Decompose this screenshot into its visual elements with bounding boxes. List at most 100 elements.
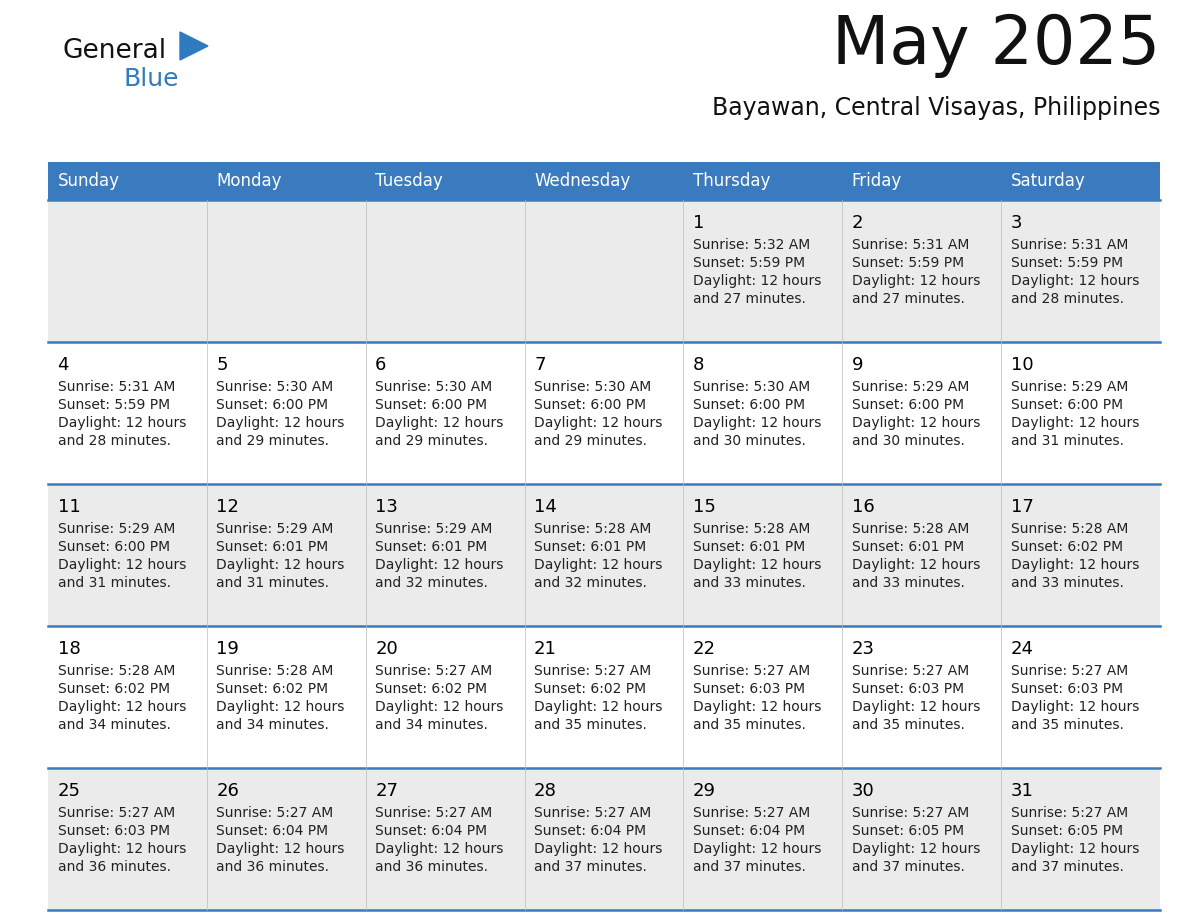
Text: Daylight: 12 hours: Daylight: 12 hours bbox=[375, 558, 504, 572]
Text: and 31 minutes.: and 31 minutes. bbox=[57, 576, 171, 590]
Text: 12: 12 bbox=[216, 498, 239, 516]
Bar bbox=[48, 162, 1159, 200]
Text: Sunrise: 5:27 AM: Sunrise: 5:27 AM bbox=[375, 806, 493, 820]
Text: Daylight: 12 hours: Daylight: 12 hours bbox=[1011, 274, 1139, 288]
Text: and 29 minutes.: and 29 minutes. bbox=[375, 434, 488, 448]
Text: Sunset: 6:00 PM: Sunset: 6:00 PM bbox=[535, 398, 646, 412]
Text: Daylight: 12 hours: Daylight: 12 hours bbox=[852, 558, 980, 572]
Text: Daylight: 12 hours: Daylight: 12 hours bbox=[693, 700, 821, 714]
Text: and 32 minutes.: and 32 minutes. bbox=[535, 576, 647, 590]
Bar bbox=[48, 484, 1159, 626]
Text: 21: 21 bbox=[535, 640, 557, 658]
Text: Daylight: 12 hours: Daylight: 12 hours bbox=[1011, 558, 1139, 572]
Text: Sunrise: 5:27 AM: Sunrise: 5:27 AM bbox=[216, 806, 334, 820]
Text: Sunset: 6:01 PM: Sunset: 6:01 PM bbox=[535, 540, 646, 554]
Text: Daylight: 12 hours: Daylight: 12 hours bbox=[375, 700, 504, 714]
Text: 3: 3 bbox=[1011, 214, 1022, 232]
Text: Daylight: 12 hours: Daylight: 12 hours bbox=[693, 274, 821, 288]
Text: Sunrise: 5:29 AM: Sunrise: 5:29 AM bbox=[57, 522, 175, 536]
Text: and 34 minutes.: and 34 minutes. bbox=[216, 718, 329, 732]
Text: 7: 7 bbox=[535, 356, 545, 374]
Text: 28: 28 bbox=[535, 782, 557, 800]
Text: Sunset: 5:59 PM: Sunset: 5:59 PM bbox=[693, 256, 805, 270]
Text: and 28 minutes.: and 28 minutes. bbox=[57, 434, 171, 448]
Text: Sunset: 6:02 PM: Sunset: 6:02 PM bbox=[216, 682, 329, 696]
Text: 5: 5 bbox=[216, 356, 228, 374]
Text: Friday: Friday bbox=[852, 172, 902, 190]
Text: Sunrise: 5:27 AM: Sunrise: 5:27 AM bbox=[375, 664, 493, 678]
Text: Sunset: 6:05 PM: Sunset: 6:05 PM bbox=[852, 824, 963, 838]
Text: and 33 minutes.: and 33 minutes. bbox=[852, 576, 965, 590]
Text: Thursday: Thursday bbox=[693, 172, 770, 190]
Text: 13: 13 bbox=[375, 498, 398, 516]
Text: 29: 29 bbox=[693, 782, 716, 800]
Bar bbox=[48, 342, 1159, 484]
Text: Sunday: Sunday bbox=[57, 172, 120, 190]
Text: Daylight: 12 hours: Daylight: 12 hours bbox=[693, 842, 821, 856]
Text: Sunrise: 5:29 AM: Sunrise: 5:29 AM bbox=[375, 522, 493, 536]
Text: Sunrise: 5:30 AM: Sunrise: 5:30 AM bbox=[375, 380, 493, 394]
Text: Daylight: 12 hours: Daylight: 12 hours bbox=[57, 700, 185, 714]
Text: Sunset: 6:00 PM: Sunset: 6:00 PM bbox=[375, 398, 487, 412]
Text: Daylight: 12 hours: Daylight: 12 hours bbox=[1011, 416, 1139, 430]
Text: Sunset: 6:02 PM: Sunset: 6:02 PM bbox=[57, 682, 170, 696]
Text: Sunset: 6:03 PM: Sunset: 6:03 PM bbox=[693, 682, 805, 696]
Text: Sunrise: 5:31 AM: Sunrise: 5:31 AM bbox=[852, 238, 969, 252]
Text: and 36 minutes.: and 36 minutes. bbox=[375, 860, 488, 874]
Text: Daylight: 12 hours: Daylight: 12 hours bbox=[375, 416, 504, 430]
Text: Sunset: 5:59 PM: Sunset: 5:59 PM bbox=[57, 398, 170, 412]
Text: and 37 minutes.: and 37 minutes. bbox=[852, 860, 965, 874]
Text: Sunset: 5:59 PM: Sunset: 5:59 PM bbox=[852, 256, 963, 270]
Text: 22: 22 bbox=[693, 640, 716, 658]
Text: Daylight: 12 hours: Daylight: 12 hours bbox=[852, 842, 980, 856]
Text: and 37 minutes.: and 37 minutes. bbox=[535, 860, 647, 874]
Text: Daylight: 12 hours: Daylight: 12 hours bbox=[693, 416, 821, 430]
Text: Sunrise: 5:29 AM: Sunrise: 5:29 AM bbox=[852, 380, 969, 394]
Text: Daylight: 12 hours: Daylight: 12 hours bbox=[57, 416, 185, 430]
Text: and 30 minutes.: and 30 minutes. bbox=[852, 434, 965, 448]
Text: Daylight: 12 hours: Daylight: 12 hours bbox=[693, 558, 821, 572]
Text: and 31 minutes.: and 31 minutes. bbox=[1011, 434, 1124, 448]
Text: Sunset: 6:03 PM: Sunset: 6:03 PM bbox=[1011, 682, 1123, 696]
Text: Sunset: 6:01 PM: Sunset: 6:01 PM bbox=[375, 540, 487, 554]
Text: 8: 8 bbox=[693, 356, 704, 374]
Text: Sunrise: 5:27 AM: Sunrise: 5:27 AM bbox=[693, 806, 810, 820]
Text: Sunset: 6:01 PM: Sunset: 6:01 PM bbox=[852, 540, 965, 554]
Text: Sunrise: 5:30 AM: Sunrise: 5:30 AM bbox=[535, 380, 651, 394]
Text: Sunrise: 5:28 AM: Sunrise: 5:28 AM bbox=[693, 522, 810, 536]
Text: and 35 minutes.: and 35 minutes. bbox=[535, 718, 647, 732]
Text: Daylight: 12 hours: Daylight: 12 hours bbox=[216, 558, 345, 572]
Text: 1: 1 bbox=[693, 214, 704, 232]
Text: 2: 2 bbox=[852, 214, 864, 232]
Text: 14: 14 bbox=[535, 498, 557, 516]
Text: and 36 minutes.: and 36 minutes. bbox=[216, 860, 329, 874]
Text: Wednesday: Wednesday bbox=[535, 172, 631, 190]
Text: Saturday: Saturday bbox=[1011, 172, 1086, 190]
Text: Sunrise: 5:27 AM: Sunrise: 5:27 AM bbox=[535, 806, 651, 820]
Text: 23: 23 bbox=[852, 640, 874, 658]
Text: Sunrise: 5:28 AM: Sunrise: 5:28 AM bbox=[852, 522, 969, 536]
Text: and 32 minutes.: and 32 minutes. bbox=[375, 576, 488, 590]
Text: Daylight: 12 hours: Daylight: 12 hours bbox=[852, 416, 980, 430]
Bar bbox=[48, 626, 1159, 768]
Text: 9: 9 bbox=[852, 356, 864, 374]
Text: Sunrise: 5:32 AM: Sunrise: 5:32 AM bbox=[693, 238, 810, 252]
Text: Sunset: 6:01 PM: Sunset: 6:01 PM bbox=[216, 540, 329, 554]
Text: Daylight: 12 hours: Daylight: 12 hours bbox=[216, 842, 345, 856]
Text: 27: 27 bbox=[375, 782, 398, 800]
Text: 30: 30 bbox=[852, 782, 874, 800]
Text: Sunrise: 5:30 AM: Sunrise: 5:30 AM bbox=[693, 380, 810, 394]
Text: 10: 10 bbox=[1011, 356, 1034, 374]
Text: and 27 minutes.: and 27 minutes. bbox=[852, 292, 965, 306]
Bar bbox=[48, 200, 1159, 342]
Text: Sunset: 6:04 PM: Sunset: 6:04 PM bbox=[375, 824, 487, 838]
Text: and 27 minutes.: and 27 minutes. bbox=[693, 292, 805, 306]
Text: Sunset: 6:00 PM: Sunset: 6:00 PM bbox=[57, 540, 170, 554]
Text: and 34 minutes.: and 34 minutes. bbox=[375, 718, 488, 732]
Text: May 2025: May 2025 bbox=[832, 12, 1159, 78]
Text: and 31 minutes.: and 31 minutes. bbox=[216, 576, 329, 590]
Text: Blue: Blue bbox=[124, 67, 179, 91]
Text: Sunset: 6:00 PM: Sunset: 6:00 PM bbox=[693, 398, 805, 412]
Text: Sunset: 6:00 PM: Sunset: 6:00 PM bbox=[1011, 398, 1123, 412]
Text: Daylight: 12 hours: Daylight: 12 hours bbox=[57, 842, 185, 856]
